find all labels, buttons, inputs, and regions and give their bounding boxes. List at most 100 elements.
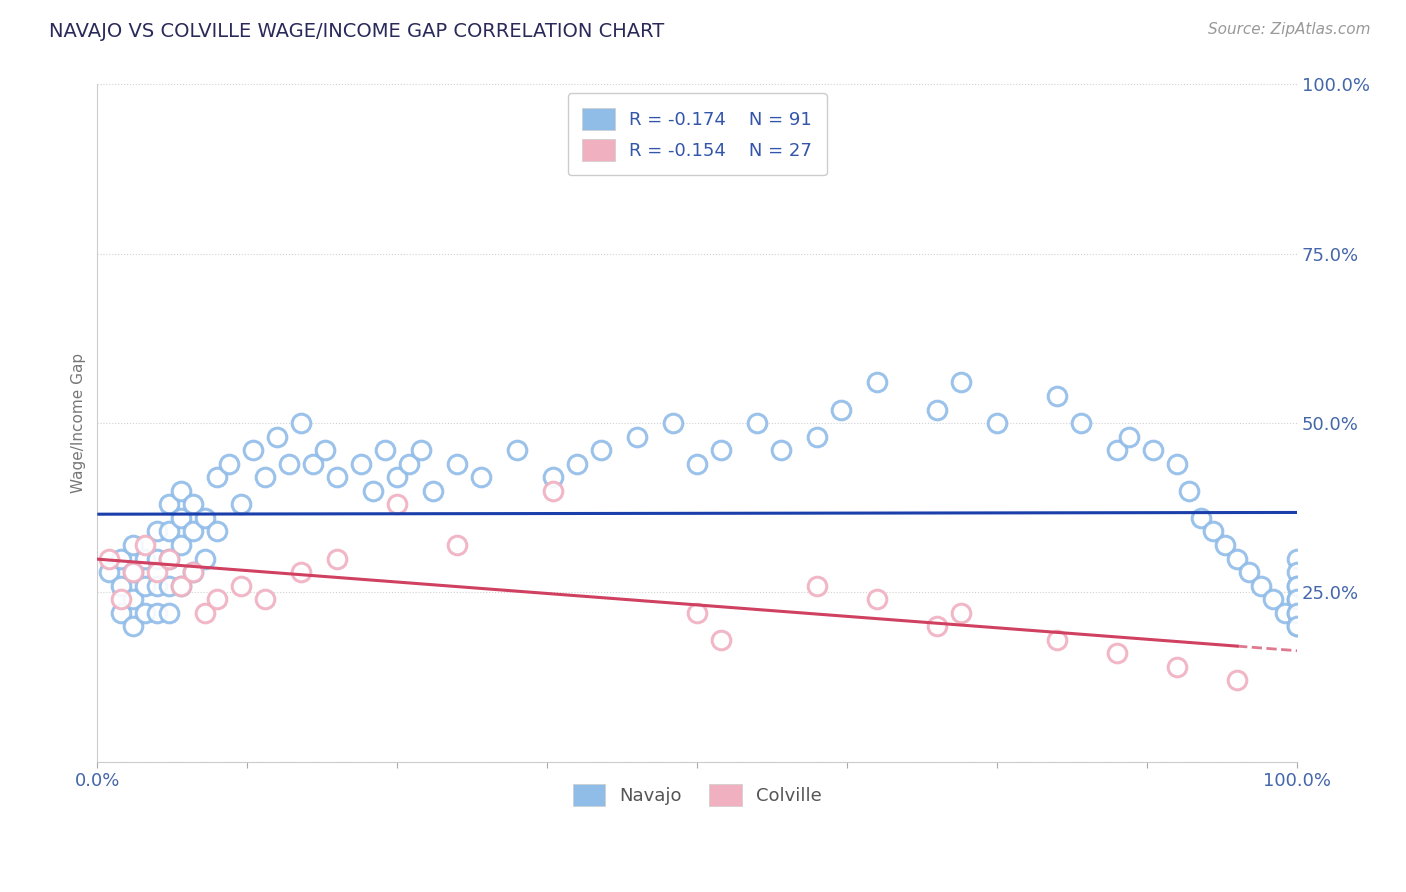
Point	[830, 402, 852, 417]
Point	[98, 551, 121, 566]
Point	[98, 565, 121, 579]
Point	[157, 551, 180, 566]
Point	[927, 402, 949, 417]
Point	[170, 538, 193, 552]
Point	[446, 538, 468, 552]
Point	[470, 470, 492, 484]
Point	[1261, 592, 1284, 607]
Point	[194, 606, 217, 620]
Point	[591, 443, 613, 458]
Point	[374, 443, 396, 458]
Point	[110, 606, 132, 620]
Point	[122, 619, 145, 633]
Point	[1286, 606, 1309, 620]
Point	[806, 579, 828, 593]
Point	[411, 443, 433, 458]
Point	[1202, 524, 1225, 539]
Point	[326, 470, 349, 484]
Point	[686, 606, 709, 620]
Text: NAVAJO VS COLVILLE WAGE/INCOME GAP CORRELATION CHART: NAVAJO VS COLVILLE WAGE/INCOME GAP CORRE…	[49, 22, 665, 41]
Point	[1286, 579, 1309, 593]
Y-axis label: Wage/Income Gap: Wage/Income Gap	[72, 353, 86, 493]
Point	[1226, 551, 1249, 566]
Point	[122, 538, 145, 552]
Point	[170, 483, 193, 498]
Point	[950, 376, 973, 390]
Point	[1213, 538, 1236, 552]
Point	[218, 457, 240, 471]
Point	[626, 430, 648, 444]
Point	[350, 457, 373, 471]
Point	[207, 524, 229, 539]
Point	[422, 483, 444, 498]
Point	[1286, 592, 1309, 607]
Point	[110, 579, 132, 593]
Point	[146, 606, 169, 620]
Point	[506, 443, 529, 458]
Point	[122, 592, 145, 607]
Point	[1107, 443, 1129, 458]
Point	[866, 592, 889, 607]
Point	[1286, 565, 1309, 579]
Point	[110, 592, 132, 607]
Legend: Navajo, Colville: Navajo, Colville	[565, 777, 830, 814]
Point	[231, 579, 253, 593]
Point	[1070, 416, 1092, 430]
Point	[1226, 673, 1249, 688]
Point	[242, 443, 264, 458]
Point	[146, 524, 169, 539]
Point	[157, 579, 180, 593]
Point	[134, 579, 156, 593]
Point	[122, 565, 145, 579]
Text: Source: ZipAtlas.com: Source: ZipAtlas.com	[1208, 22, 1371, 37]
Point	[194, 511, 217, 525]
Point	[710, 443, 733, 458]
Point	[662, 416, 685, 430]
Point	[1286, 592, 1309, 607]
Point	[387, 497, 409, 511]
Point	[207, 470, 229, 484]
Point	[1166, 457, 1188, 471]
Point	[326, 551, 349, 566]
Point	[231, 497, 253, 511]
Point	[290, 565, 312, 579]
Point	[146, 565, 169, 579]
Point	[134, 538, 156, 552]
Point	[1286, 551, 1309, 566]
Point	[170, 511, 193, 525]
Point	[361, 483, 384, 498]
Point	[950, 606, 973, 620]
Point	[110, 551, 132, 566]
Point	[986, 416, 1008, 430]
Point	[183, 565, 205, 579]
Point	[541, 470, 564, 484]
Point	[567, 457, 589, 471]
Point	[207, 592, 229, 607]
Point	[1286, 579, 1309, 593]
Point	[254, 470, 277, 484]
Point	[1178, 483, 1201, 498]
Point	[134, 606, 156, 620]
Point	[1286, 606, 1309, 620]
Point	[866, 376, 889, 390]
Point	[146, 551, 169, 566]
Point	[710, 632, 733, 647]
Point	[770, 443, 793, 458]
Point	[290, 416, 312, 430]
Point	[157, 551, 180, 566]
Point	[183, 565, 205, 579]
Point	[1107, 647, 1129, 661]
Point	[170, 579, 193, 593]
Point	[1250, 579, 1272, 593]
Point	[541, 483, 564, 498]
Point	[387, 470, 409, 484]
Point	[747, 416, 769, 430]
Point	[1274, 606, 1296, 620]
Point	[194, 551, 217, 566]
Point	[278, 457, 301, 471]
Point	[1046, 632, 1069, 647]
Point	[157, 524, 180, 539]
Point	[134, 551, 156, 566]
Point	[183, 524, 205, 539]
Point	[446, 457, 468, 471]
